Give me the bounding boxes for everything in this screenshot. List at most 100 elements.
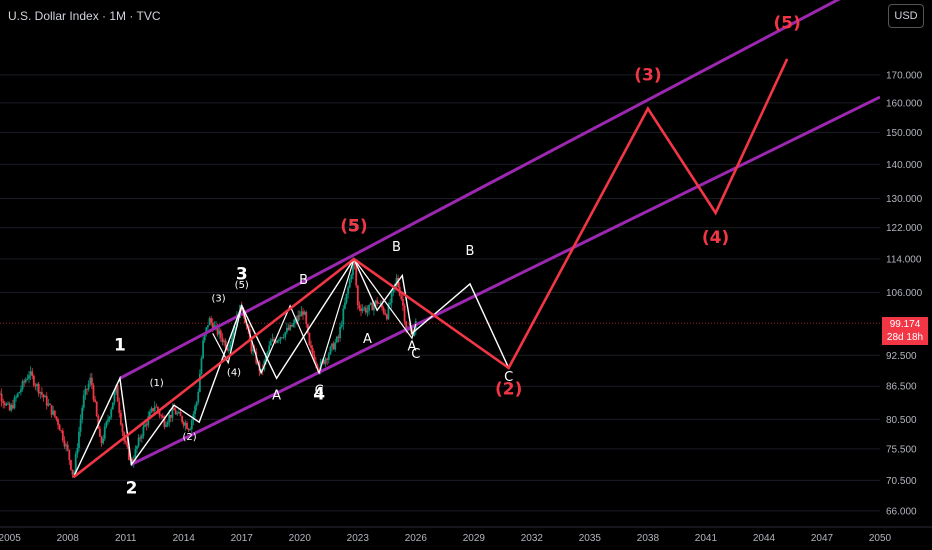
candle-body xyxy=(26,378,29,380)
wave-label: 2 xyxy=(126,479,138,499)
candle-body xyxy=(44,396,47,398)
candle-body xyxy=(119,412,122,425)
candle-body xyxy=(252,349,254,352)
wave-label: B xyxy=(392,240,401,255)
candle-body xyxy=(318,369,321,372)
candle-body xyxy=(34,385,37,387)
candle-body xyxy=(329,346,332,355)
candle-body xyxy=(111,402,114,410)
candle-body xyxy=(84,388,87,396)
candle-body xyxy=(345,293,348,303)
candle-body xyxy=(131,459,134,465)
candle-body xyxy=(215,325,217,327)
candle-body xyxy=(68,449,71,461)
candle-body xyxy=(108,416,111,420)
candle-body xyxy=(377,303,380,305)
candle-body xyxy=(276,340,279,343)
candle-body xyxy=(363,307,366,309)
candle-body xyxy=(207,325,209,328)
candle-body xyxy=(389,303,391,305)
candle-body xyxy=(313,354,316,362)
candle-body xyxy=(361,308,364,311)
candle-body xyxy=(184,422,187,426)
candle-body xyxy=(390,292,393,304)
time-tick-label: 2011 xyxy=(115,533,137,544)
candle-body xyxy=(347,287,350,294)
candle-body xyxy=(211,322,214,330)
candle-body xyxy=(31,371,34,376)
price-tick-label: 80.500 xyxy=(886,415,917,426)
projection-path xyxy=(72,58,789,479)
candle-body xyxy=(223,340,225,343)
currency-button[interactable]: USD xyxy=(888,4,924,28)
price-axis[interactable]: 170.000 160.000 150.000 140.000 130.000 122.0… xyxy=(880,0,932,550)
candle-body xyxy=(70,460,72,470)
candle-body xyxy=(7,403,9,405)
price-tick-label: 150.000 xyxy=(886,128,923,139)
candle-body xyxy=(298,315,301,317)
candle-body xyxy=(176,413,179,415)
symbol-title: U.S. Dollar Index · 1M · TVC xyxy=(8,9,161,23)
candle-body xyxy=(384,312,387,315)
candle-body xyxy=(303,311,306,315)
price-tick-label: 170.000 xyxy=(886,70,923,81)
candle-body xyxy=(171,408,174,418)
candle-body xyxy=(234,326,237,330)
candle-body xyxy=(157,406,159,412)
candle-body xyxy=(78,431,80,449)
candle-body xyxy=(168,414,171,423)
candle-body xyxy=(244,316,246,324)
candle-body xyxy=(340,324,343,328)
price-tick-label: 66.000 xyxy=(886,506,917,517)
candle-body xyxy=(232,329,235,337)
candle-body xyxy=(52,410,55,415)
candle-body xyxy=(128,446,130,460)
candle-body xyxy=(182,422,185,426)
candle-body xyxy=(5,403,8,406)
time-tick-label: 2041 xyxy=(695,533,718,544)
candle-body xyxy=(285,327,288,333)
candle-body xyxy=(284,332,287,338)
candle-body xyxy=(376,300,379,304)
candle-body xyxy=(326,358,329,360)
candle-body xyxy=(294,319,296,323)
candle-body xyxy=(113,392,116,403)
candle-body xyxy=(385,314,388,320)
time-tick-label: 2032 xyxy=(521,533,544,544)
candle-body xyxy=(15,396,18,398)
candle-body xyxy=(53,410,56,417)
candle-body xyxy=(387,304,390,320)
candle-body xyxy=(339,327,341,339)
wave-label: C xyxy=(504,370,513,385)
candle-body xyxy=(358,305,361,309)
price-tick-label: 122.000 xyxy=(886,223,923,234)
candle-body xyxy=(163,417,166,427)
time-tick-label: 2020 xyxy=(289,533,312,544)
candle-body xyxy=(181,416,184,423)
candle-body xyxy=(2,401,5,404)
candle-body xyxy=(368,304,370,311)
candle-body xyxy=(148,411,151,417)
candle-body xyxy=(356,285,359,306)
candle-body xyxy=(21,381,24,390)
candle-body xyxy=(121,424,124,433)
time-tick-label: 2047 xyxy=(811,533,834,544)
candle-body xyxy=(73,472,76,475)
candle-body xyxy=(305,311,308,324)
candle-body xyxy=(198,374,201,393)
candle-body xyxy=(231,336,233,343)
candle-body xyxy=(250,339,253,352)
wave-label: B xyxy=(299,273,308,288)
time-tick-label: 2044 xyxy=(753,533,776,544)
candle-body xyxy=(39,392,42,394)
candle-body xyxy=(42,394,45,398)
candle-body xyxy=(178,411,180,414)
candle-body xyxy=(100,436,103,444)
candle-body xyxy=(105,421,108,427)
candle-body xyxy=(20,389,22,393)
time-axis[interactable]: 2005 2008 2011 2014 2017 2020 2023 2026 2029 2032… xyxy=(0,526,932,544)
candle-body xyxy=(18,392,21,394)
candle-body xyxy=(260,368,262,372)
candle-body xyxy=(87,383,90,390)
